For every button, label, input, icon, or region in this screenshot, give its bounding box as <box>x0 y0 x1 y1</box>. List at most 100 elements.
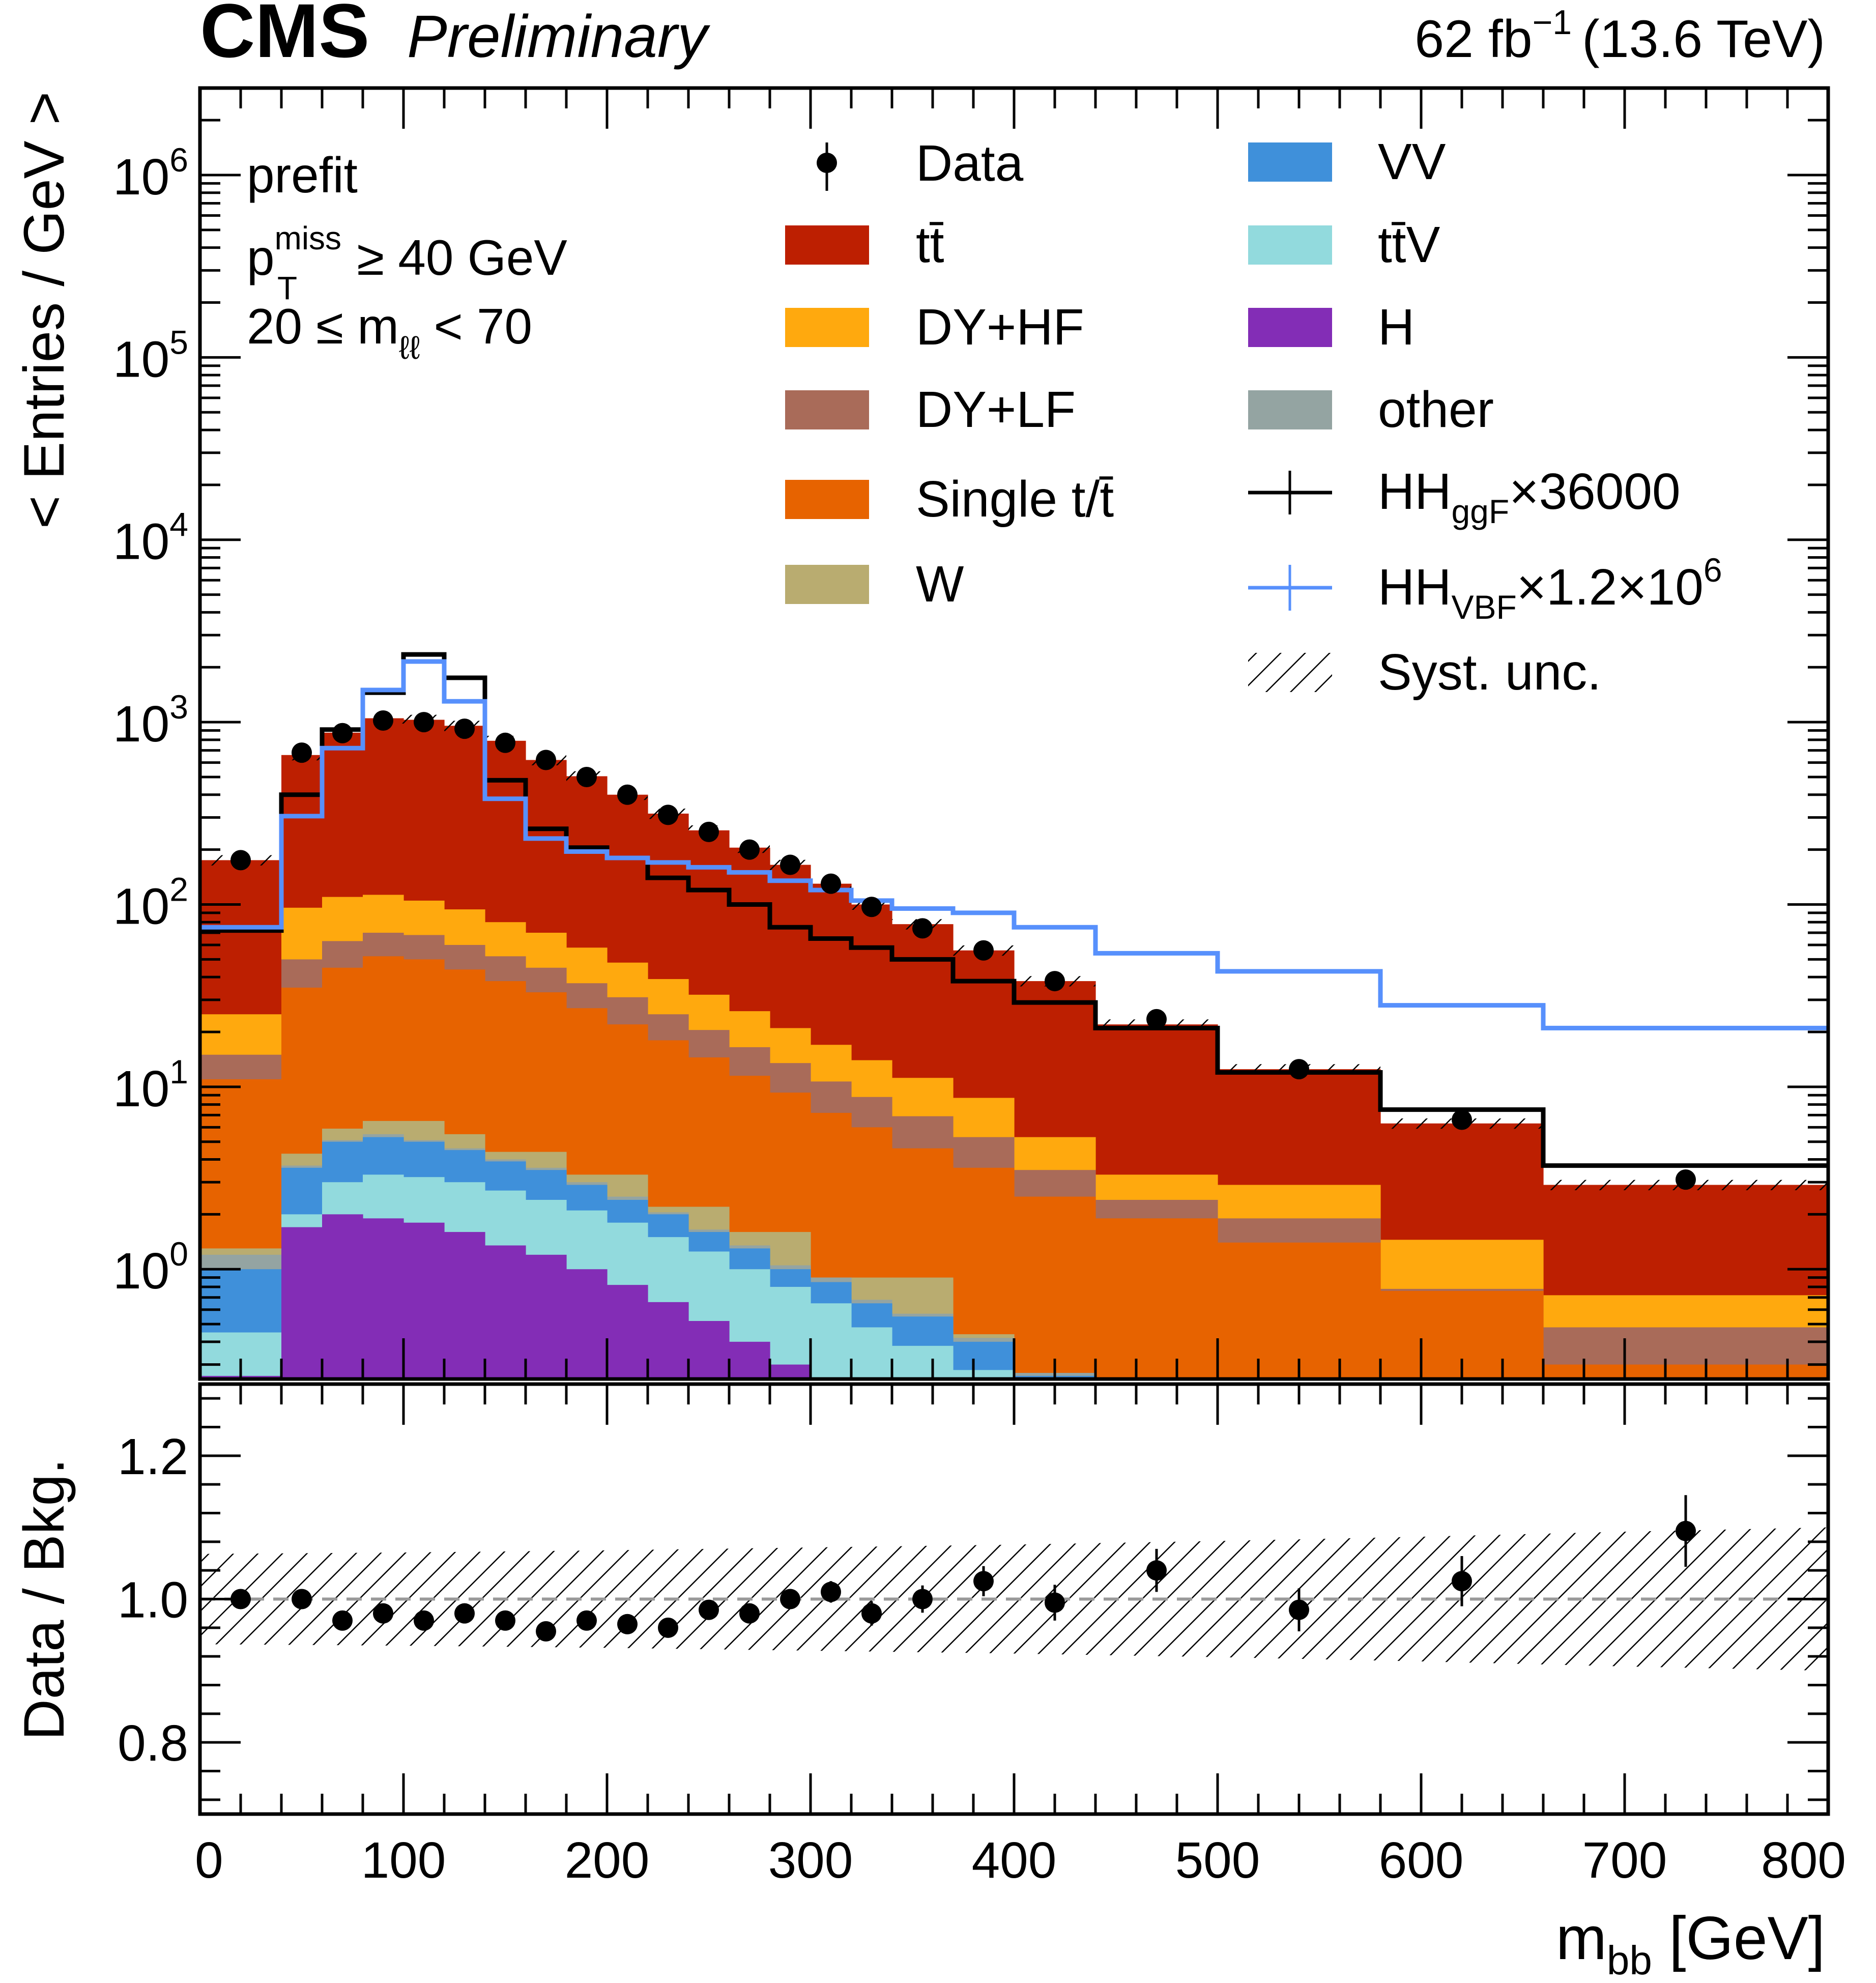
lumi-exponent: −1 <box>1533 3 1572 42</box>
bar-ttv-bin-16 <box>892 1345 954 1379</box>
lumi-value: 62 fb <box>1415 10 1532 69</box>
data-point-11 <box>699 821 719 842</box>
ratio-point-1 <box>292 1589 312 1610</box>
legend-entry-other: other <box>1248 381 1494 438</box>
lower-panel-frame <box>198 1382 1830 1816</box>
legend-entry-dylf: DY+LF <box>785 381 1076 438</box>
legend-entry-syst: Syst. unc. <box>1248 644 1601 701</box>
data-point-17 <box>973 940 994 961</box>
ratio-point-3 <box>373 1603 393 1624</box>
single-t-swatch <box>785 480 869 519</box>
upper-axis-ticks: 100 101 102 103 104 105 106 <box>113 87 1830 1379</box>
ratio-point-12 <box>739 1603 760 1624</box>
ratio-point-22 <box>1676 1520 1696 1541</box>
bar-h-bin-1 <box>281 1227 323 1379</box>
x-tick-label-8: 800 <box>1761 1832 1846 1889</box>
data-point-10 <box>658 804 678 825</box>
ratio-point-18 <box>1045 1592 1065 1613</box>
data-point-21 <box>1452 1109 1472 1130</box>
ratio-point-6 <box>495 1610 515 1631</box>
svg-text:Data: Data <box>916 135 1024 192</box>
x-tick-label-2: 200 <box>565 1832 650 1889</box>
svg-text:DY+HF: DY+HF <box>916 299 1084 356</box>
ratio-y-tick-label-0: 0.8 <box>118 1715 188 1772</box>
y-tick-label-3: 103 <box>113 688 188 753</box>
w-swatch <box>785 565 869 604</box>
ratio-point-20 <box>1289 1599 1309 1620</box>
legend: Data tt̄ DY+HF DY+LF Single t/t̄ W VV <box>785 133 1722 701</box>
ratio-point-8 <box>576 1610 597 1631</box>
svg-text:other: other <box>1378 381 1494 438</box>
bar-h-bin-7 <box>526 1254 567 1379</box>
lower-axis-ticks: 0.8 1.0 1.2 0 100 200 300 400 500 600 700 800 <box>118 1384 1846 1889</box>
upper-panel: 100 101 102 103 104 105 106 <box>113 86 1830 1381</box>
legend-entry-dyhf: DY+HF <box>785 299 1084 356</box>
ratio-point-2 <box>332 1610 353 1631</box>
data-point-8 <box>576 766 597 787</box>
x-tick-label-5: 500 <box>1175 1832 1260 1889</box>
svg-text:HHggF×36000: HHggF×36000 <box>1378 463 1681 530</box>
data-point-5 <box>454 719 475 739</box>
ratio-point-19 <box>1146 1560 1167 1581</box>
bar-h-bin-13 <box>770 1364 811 1379</box>
bar-ttv-bin-13 <box>770 1286 811 1379</box>
dylf-swatch <box>785 390 869 429</box>
data-point-1 <box>292 742 312 763</box>
syst-hatch-swatch <box>1248 653 1332 692</box>
y-tick-label-5: 105 <box>113 323 188 388</box>
bar-h-bin-5 <box>444 1232 485 1379</box>
data-point-12 <box>739 839 760 860</box>
ratio-y-tick-label-1: 1.0 <box>118 1572 188 1629</box>
bar-h-bin-3 <box>363 1218 404 1379</box>
x-tick-label-6: 600 <box>1379 1832 1464 1889</box>
data-point-3 <box>373 710 393 731</box>
ttv-swatch <box>1248 225 1332 265</box>
svg-text:W: W <box>916 556 964 613</box>
upper-y-axis-label: < Entries / GeV > <box>12 92 76 529</box>
data-point-9 <box>617 784 638 805</box>
data-point-6 <box>495 732 515 753</box>
annotation-mll: 20 ≤ mℓℓ < 70 <box>247 298 532 366</box>
data-point-14 <box>821 873 841 894</box>
y-tick-label-2: 102 <box>113 870 188 935</box>
bar-h-bin-11 <box>688 1321 730 1379</box>
preliminary-label: Preliminary <box>407 3 710 70</box>
ratio-point-7 <box>536 1621 556 1642</box>
data-point-19 <box>1146 1009 1167 1029</box>
x-tick-label-0: 0 <box>195 1832 223 1889</box>
ratio-point-16 <box>912 1589 933 1610</box>
background-stack <box>200 718 1828 1379</box>
bar-h-bin-10 <box>648 1302 689 1379</box>
data-point-4 <box>414 712 434 733</box>
svg-text:H: H <box>1378 299 1415 356</box>
x-axis-label: mbb [GeV] <box>1556 1904 1825 1983</box>
data-point-15 <box>861 897 882 917</box>
svg-text:DY+LF: DY+LF <box>916 381 1076 438</box>
annotation-prefit: prefit <box>247 147 358 203</box>
bar-ttv-bin-15 <box>851 1327 892 1379</box>
bar-ttv-bin-17 <box>953 1370 1015 1379</box>
lower-panel: 0.8 1.0 1.2 0 100 200 300 400 500 600 700 800 <box>118 1382 1846 1889</box>
energy-label: (13.6 TeV) <box>1582 10 1825 69</box>
ratio-point-15 <box>861 1603 882 1624</box>
data-point-13 <box>780 854 800 875</box>
h-swatch <box>1248 308 1332 347</box>
data-point-0 <box>230 850 251 871</box>
legend-entry-hh-ggf: HHggF×36000 <box>1248 463 1681 530</box>
ratio-point-11 <box>699 1599 719 1620</box>
ratio-point-17 <box>973 1571 994 1592</box>
data-point-22 <box>1676 1169 1696 1190</box>
x-tick-label-7: 700 <box>1582 1832 1667 1889</box>
svg-text:tt̄V: tt̄V <box>1378 216 1440 273</box>
bar-singlet-bin-19 <box>1095 1218 1218 1379</box>
dyhf-swatch <box>785 308 869 347</box>
legend-entry-ttv: tt̄V <box>1248 216 1440 273</box>
legend-entry-w: W <box>785 556 964 613</box>
y-tick-label-0: 100 <box>113 1235 188 1300</box>
bar-h-bin-4 <box>403 1222 445 1379</box>
other-swatch <box>1248 390 1332 429</box>
bar-singlet-bin-20 <box>1218 1242 1381 1379</box>
ratio-points <box>230 1495 1696 1642</box>
data-point-20 <box>1289 1059 1309 1080</box>
